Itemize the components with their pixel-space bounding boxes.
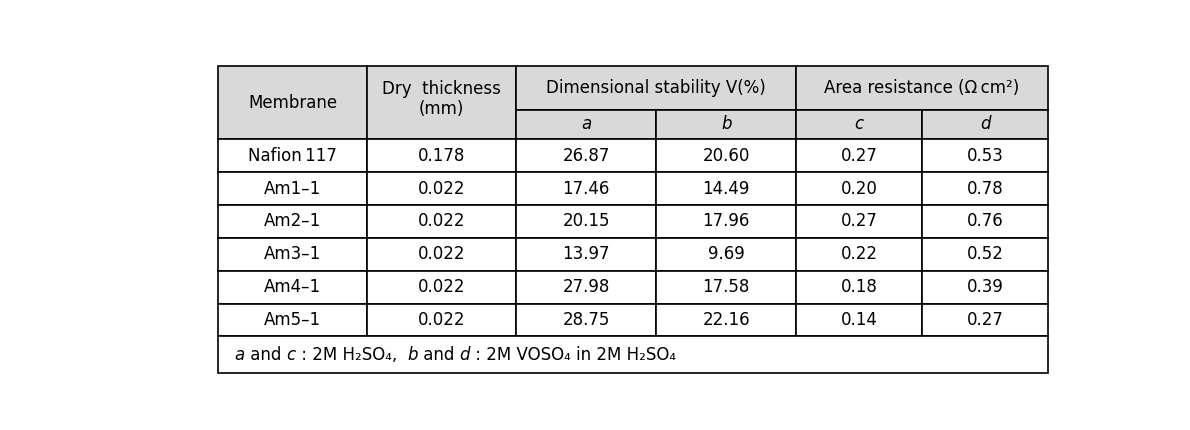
Text: 17.46: 17.46 xyxy=(563,180,610,198)
Bar xyxy=(218,139,368,172)
Text: 0.022: 0.022 xyxy=(418,212,465,230)
Bar xyxy=(922,270,1048,304)
Text: a: a xyxy=(234,346,245,363)
Text: 17.96: 17.96 xyxy=(702,212,750,230)
Bar xyxy=(656,270,796,304)
Bar xyxy=(218,172,368,205)
Bar xyxy=(368,139,516,172)
Text: 26.87: 26.87 xyxy=(563,147,610,165)
Text: 0.022: 0.022 xyxy=(418,180,465,198)
Text: 0.178: 0.178 xyxy=(418,147,465,165)
Bar xyxy=(656,238,796,270)
Text: Am5–1: Am5–1 xyxy=(264,311,321,329)
Bar xyxy=(516,110,656,139)
Text: 20.15: 20.15 xyxy=(563,212,610,230)
Bar xyxy=(922,205,1048,238)
Text: 13.97: 13.97 xyxy=(563,245,610,263)
Bar xyxy=(516,304,656,336)
Bar xyxy=(218,336,1048,373)
Text: Am3–1: Am3–1 xyxy=(264,245,321,263)
Text: 9.69: 9.69 xyxy=(708,245,745,263)
Bar xyxy=(796,67,1048,110)
Text: and: and xyxy=(245,346,287,363)
Text: 0.022: 0.022 xyxy=(418,311,465,329)
Text: d: d xyxy=(979,115,990,133)
Text: Dry  thickness
(mm): Dry thickness (mm) xyxy=(382,80,501,118)
Text: 0.27: 0.27 xyxy=(840,212,877,230)
Bar xyxy=(656,139,796,172)
Bar xyxy=(368,304,516,336)
Text: Area resistance (Ω cm²): Area resistance (Ω cm²) xyxy=(825,79,1020,97)
Text: 20.60: 20.60 xyxy=(702,147,750,165)
Bar xyxy=(796,270,922,304)
Bar xyxy=(516,172,656,205)
Bar xyxy=(796,139,922,172)
Bar xyxy=(656,110,796,139)
Bar xyxy=(218,270,368,304)
Text: 0.78: 0.78 xyxy=(966,180,1003,198)
Bar xyxy=(656,205,796,238)
Text: 0.022: 0.022 xyxy=(418,245,465,263)
Bar xyxy=(796,205,922,238)
Text: : 2M H₂SO₄,: : 2M H₂SO₄, xyxy=(295,346,407,363)
Text: 14.49: 14.49 xyxy=(702,180,750,198)
Text: 0.27: 0.27 xyxy=(840,147,877,165)
Bar xyxy=(368,205,516,238)
Text: b: b xyxy=(721,115,732,133)
Bar xyxy=(922,110,1048,139)
Text: Am4–1: Am4–1 xyxy=(264,278,321,296)
Text: c: c xyxy=(287,346,295,363)
Text: d: d xyxy=(459,346,470,363)
Bar xyxy=(922,172,1048,205)
Text: and: and xyxy=(418,346,459,363)
Bar xyxy=(516,238,656,270)
Text: Dimensional stability V(%): Dimensional stability V(%) xyxy=(546,79,766,97)
Bar xyxy=(368,238,516,270)
Text: 0.18: 0.18 xyxy=(840,278,877,296)
Text: Am1–1: Am1–1 xyxy=(264,180,321,198)
Text: Am2–1: Am2–1 xyxy=(264,212,321,230)
Text: : 2M VOSO₄ in 2M H₂SO₄: : 2M VOSO₄ in 2M H₂SO₄ xyxy=(470,346,676,363)
Bar xyxy=(218,238,368,270)
Text: 0.20: 0.20 xyxy=(840,180,877,198)
Bar xyxy=(922,238,1048,270)
Bar xyxy=(516,67,796,110)
Bar xyxy=(516,205,656,238)
Text: Membrane: Membrane xyxy=(248,94,337,112)
Text: 28.75: 28.75 xyxy=(563,311,610,329)
Text: 0.53: 0.53 xyxy=(966,147,1003,165)
Text: c: c xyxy=(854,115,864,133)
Text: 0.76: 0.76 xyxy=(966,212,1003,230)
Bar xyxy=(368,67,516,139)
Bar xyxy=(368,270,516,304)
Bar xyxy=(796,238,922,270)
Text: b: b xyxy=(407,346,418,363)
Bar xyxy=(656,172,796,205)
Bar xyxy=(922,304,1048,336)
Text: 27.98: 27.98 xyxy=(563,278,610,296)
Bar xyxy=(516,139,656,172)
Text: 0.14: 0.14 xyxy=(840,311,877,329)
Text: 0.22: 0.22 xyxy=(840,245,877,263)
Bar xyxy=(218,304,368,336)
Bar xyxy=(368,172,516,205)
Text: 0.39: 0.39 xyxy=(966,278,1003,296)
Text: 17.58: 17.58 xyxy=(702,278,750,296)
Bar xyxy=(796,172,922,205)
Bar xyxy=(796,110,922,139)
Text: 0.52: 0.52 xyxy=(966,245,1003,263)
Bar xyxy=(516,270,656,304)
Bar xyxy=(796,304,922,336)
Bar xyxy=(218,67,368,139)
Text: 22.16: 22.16 xyxy=(702,311,750,329)
Bar xyxy=(218,205,368,238)
Bar xyxy=(922,139,1048,172)
Text: Nafion 117: Nafion 117 xyxy=(248,147,337,165)
Text: 0.022: 0.022 xyxy=(418,278,465,296)
Bar xyxy=(656,304,796,336)
Text: 0.27: 0.27 xyxy=(966,311,1003,329)
Text: a: a xyxy=(581,115,591,133)
